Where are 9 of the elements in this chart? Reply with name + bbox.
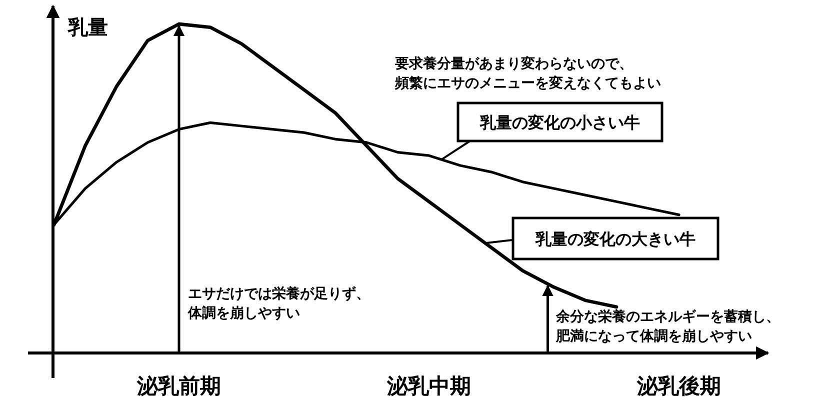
x-tick-label: 泌乳後期	[636, 374, 721, 398]
legend-label: 乳量の変化の大きい牛	[534, 230, 696, 248]
annotation: 要求養分量があまり変わらないので、頻繁にエサのメニューを変えなくてもよい	[394, 55, 661, 92]
text: 乳量の変化の小さい牛	[479, 113, 640, 132]
x-tick-label: 泌乳中期	[386, 374, 471, 398]
y-axis-title: 乳量	[67, 15, 108, 39]
annotation: エサだけでは栄養が足りず、体調を崩しやすい	[187, 285, 370, 322]
x-tick-label: 泌乳前期	[136, 374, 221, 398]
annotation: 余分な栄養のエネルギーを蓄積し、肥満になって体調を崩しやすい	[555, 308, 780, 345]
